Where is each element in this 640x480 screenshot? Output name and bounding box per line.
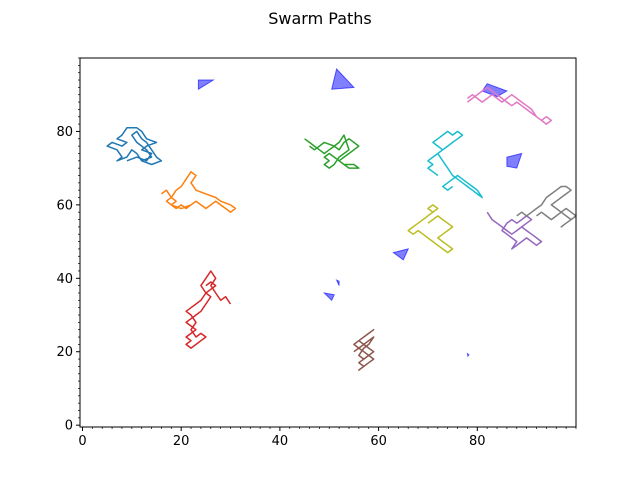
obstacle-7 [335, 279, 340, 286]
chart-title: Swarm Paths [268, 9, 372, 28]
x-tick-label: 0 [78, 434, 86, 449]
x-tick-label: 40 [272, 434, 289, 449]
x-tick-label: 60 [370, 434, 387, 449]
y-tick-label: 0 [65, 419, 73, 434]
obstacle-2 [331, 67, 355, 90]
swarm-path-6 [353, 328, 375, 371]
obstacle-6 [322, 292, 335, 302]
swarm-path-4 [185, 270, 232, 349]
y-tick-label: 20 [56, 345, 73, 360]
y-tick-label: 60 [56, 198, 73, 213]
x-tick-label: 20 [173, 434, 190, 449]
obstacle-1 [197, 79, 216, 91]
obstacle-3 [481, 83, 509, 98]
x-tick-label: 80 [469, 434, 486, 449]
swarm-path-9 [407, 204, 454, 254]
plot-area-frame [79, 57, 577, 428]
swarm-path-1 [106, 127, 163, 166]
swarm-path-8 [516, 185, 577, 228]
obstacle-5 [392, 248, 410, 261]
y-tick-label: 40 [56, 272, 73, 287]
x-axis: 0 20 40 60 80 [78, 427, 577, 449]
swarm-path-7 [466, 86, 553, 125]
swarm-path-2 [160, 171, 237, 213]
swarm-path-5 [486, 211, 543, 250]
y-tick-label: 80 [56, 125, 73, 140]
obstacle-8 [466, 352, 470, 358]
swarm-path-10 [427, 130, 483, 199]
obstacles [197, 67, 523, 358]
series-group [106, 86, 577, 371]
obstacle-4 [506, 152, 523, 169]
swarm-path-3 [304, 134, 360, 169]
y-axis: 0 20 40 60 80 [56, 57, 80, 434]
